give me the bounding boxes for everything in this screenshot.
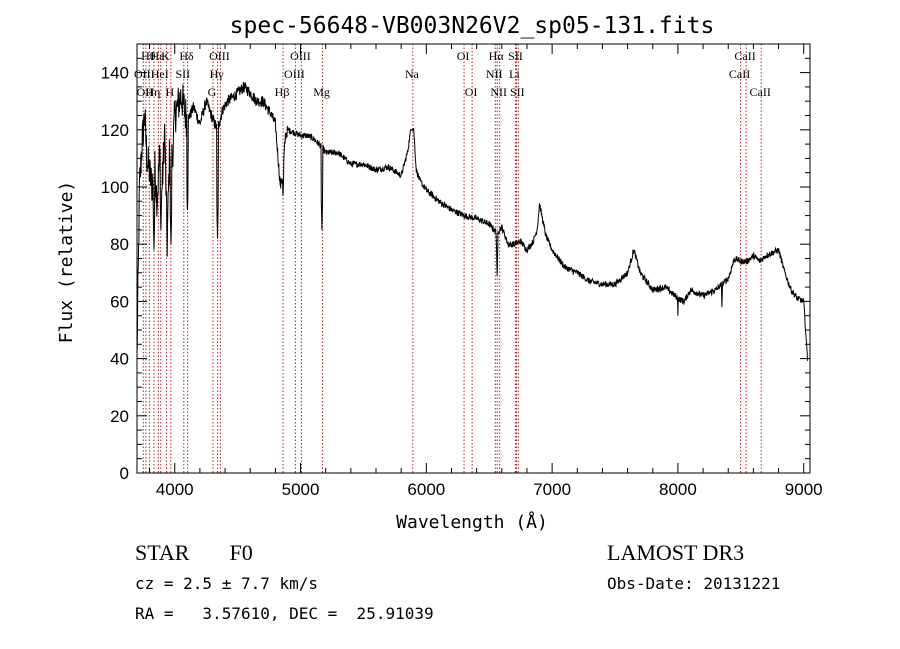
y-tick-label: 100	[101, 178, 129, 197]
x-tick-label: 6000	[407, 480, 445, 499]
reference-line-label: OIII	[284, 67, 305, 81]
y-tick-label: 0	[120, 464, 129, 483]
reference-line-label: Hβ	[275, 85, 290, 99]
reference-line-label: Li	[509, 67, 520, 81]
reference-line-label: H	[166, 85, 175, 99]
survey-label: LAMOST DR3	[607, 540, 745, 565]
reference-line-label: HeI	[151, 67, 169, 81]
coordinates-label: RA = 3.57610, DEC = 25.91039	[135, 604, 434, 623]
reference-line-label: CaII	[750, 85, 771, 99]
reference-line-label: Mg	[313, 85, 330, 99]
class-label: STAR	[135, 540, 190, 565]
reference-line-label: Hγ	[210, 67, 225, 81]
object-class: STAR F0	[135, 540, 253, 566]
y-tick-label: 140	[101, 64, 129, 83]
x-tick-label: 9000	[785, 480, 823, 499]
reference-line-label: G	[208, 85, 217, 99]
obs-date-label: Obs-Date: 20131221	[607, 574, 781, 593]
reference-line-label: Hε	[151, 49, 165, 63]
reference-line-label: Na	[405, 67, 420, 81]
y-tick-label: 20	[110, 407, 129, 426]
y-tick-label: 60	[110, 292, 129, 311]
plot-frame	[136, 43, 811, 474]
x-tick-label: 8000	[659, 480, 697, 499]
spectrum-line	[136, 81, 808, 473]
reference-line-label: Hα	[489, 49, 505, 63]
x-tick-label: 7000	[533, 480, 571, 499]
x-tick-label: 4000	[156, 480, 194, 499]
reference-line-label: Hθ	[141, 49, 156, 63]
y-tick-label: 80	[110, 235, 129, 254]
reference-line-label: CaII	[729, 67, 750, 81]
reference-line-label: NII	[486, 67, 503, 81]
x-axis-label: Wavelength (Å)	[396, 511, 548, 533]
subclass-label: F0	[229, 540, 253, 565]
reference-line-labels: OIIOIIHθHηHεHeIKHSIIHδGHγOIIIHβOIIIOIIIM…	[134, 49, 771, 99]
x-axis-ticks: 4000 5000 6000 7000 8000 9000	[149, 44, 823, 499]
reference-line-label: OIII	[209, 49, 230, 63]
reference-line-label: OI	[465, 85, 478, 99]
reference-line-label: CaII	[734, 49, 755, 63]
reference-line-label: OII	[134, 67, 151, 81]
y-axis-ticks: 0 20 40 60 80 100 120 140	[101, 57, 810, 483]
reference-line-label: OII	[137, 85, 154, 99]
redshift-label: cz = 2.5 ± 7.7 km/s	[135, 574, 319, 593]
reference-line-label: SII	[508, 49, 523, 63]
x-tick-label: 5000	[282, 480, 320, 499]
y-axis-label: Flux (relative)	[56, 181, 77, 344]
reference-line-label: OIII	[290, 49, 311, 63]
reference-line-label: SII	[175, 67, 190, 81]
reference-line-label: Hη	[146, 85, 161, 99]
reference-line-label: Hδ	[179, 49, 194, 63]
reference-line-label: OI	[457, 49, 470, 63]
reference-line-label: K	[161, 49, 170, 63]
reference-lines	[142, 44, 762, 473]
reference-line-label: SII	[510, 85, 525, 99]
reference-line-label: NII	[490, 85, 507, 99]
y-tick-label: 40	[110, 350, 129, 369]
chart-title: spec-56648-VB003N26V2_sp05-131.fits	[230, 13, 715, 39]
y-tick-label: 120	[101, 121, 129, 140]
